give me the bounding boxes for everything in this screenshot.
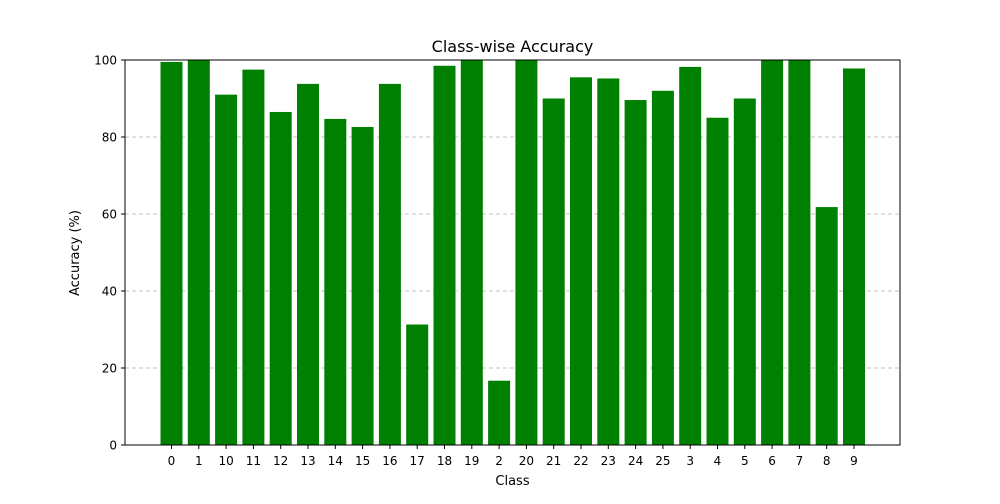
x-tick-label: 20 bbox=[519, 454, 534, 468]
x-tick-label: 7 bbox=[796, 454, 804, 468]
bar-class-22 bbox=[570, 77, 592, 445]
bar-class-12 bbox=[269, 111, 292, 445]
x-tick-label: 13 bbox=[300, 454, 315, 468]
x-tick-label: 19 bbox=[464, 454, 479, 468]
bar-class-24 bbox=[624, 100, 647, 445]
x-tick-label: 3 bbox=[686, 454, 694, 468]
x-tick-label: 4 bbox=[714, 454, 722, 468]
bar-class-15 bbox=[351, 126, 374, 446]
x-tick-label: 12 bbox=[273, 454, 288, 468]
x-tick-label: 25 bbox=[655, 454, 670, 468]
chart-title: Class-wise Accuracy bbox=[432, 37, 594, 56]
x-tick-label: 14 bbox=[328, 454, 343, 468]
x-tick-label: 5 bbox=[741, 454, 749, 468]
y-tick-label: 0 bbox=[109, 439, 117, 453]
plot-frame bbox=[124, 59, 901, 446]
y-tick-label: 40 bbox=[102, 285, 117, 299]
x-tick-label: 22 bbox=[573, 454, 588, 468]
x-tick-label: 9 bbox=[850, 454, 858, 468]
x-tick-label: 16 bbox=[382, 454, 397, 468]
bar-class-16 bbox=[378, 83, 401, 446]
bar-class-0 bbox=[160, 61, 183, 446]
x-tick-label: 0 bbox=[168, 454, 176, 468]
bar-class-21 bbox=[542, 98, 565, 445]
bar-class-8 bbox=[815, 207, 838, 445]
x-tick-label: 15 bbox=[355, 454, 370, 468]
x-tick-label: 6 bbox=[768, 454, 776, 468]
bar-class-4 bbox=[706, 117, 729, 445]
y-axis-label: Accuracy (%) bbox=[68, 210, 83, 296]
y-tick-label: 80 bbox=[102, 131, 117, 145]
bar-class-14 bbox=[324, 118, 347, 445]
x-tick-label: 8 bbox=[823, 454, 831, 468]
bar-class-5 bbox=[733, 98, 756, 445]
bars-layer bbox=[160, 60, 865, 446]
x-tick-label: 24 bbox=[628, 454, 643, 468]
bar-class-2 bbox=[488, 380, 511, 445]
bar-class-10 bbox=[215, 94, 238, 446]
x-tick-label: 17 bbox=[410, 454, 425, 468]
bar-class-1 bbox=[187, 60, 210, 445]
x-tick-label: 21 bbox=[546, 454, 561, 468]
x-axis-label: Class bbox=[495, 474, 529, 489]
bar-class-9 bbox=[843, 68, 865, 445]
bar-class-17 bbox=[406, 324, 429, 445]
bar-class-7 bbox=[788, 60, 811, 445]
ticks-layer: 0 20 40 60 80 100 0 1 10 11 12 13 14 15 16 17 18 19 2 20 21 2… bbox=[94, 54, 858, 469]
x-tick-label: 1 bbox=[195, 454, 203, 468]
x-tick-label: 18 bbox=[437, 454, 452, 468]
bar-class-6 bbox=[761, 60, 784, 445]
axes-layer bbox=[124, 59, 901, 446]
x-tick-label: 11 bbox=[246, 454, 261, 468]
bar-class-11 bbox=[242, 69, 265, 445]
x-tick-label: 23 bbox=[601, 454, 616, 468]
bar-class-19 bbox=[460, 60, 483, 445]
y-tick-label: 20 bbox=[102, 362, 117, 376]
bar-class-18 bbox=[433, 65, 456, 446]
bar-class-20 bbox=[515, 60, 538, 445]
x-tick-label: 10 bbox=[218, 454, 233, 468]
y-tick-label: 100 bbox=[94, 54, 117, 68]
y-tick-label: 60 bbox=[102, 208, 117, 222]
x-tick-label: 2 bbox=[495, 454, 503, 468]
bar-class-25 bbox=[651, 90, 674, 446]
bar-class-3 bbox=[679, 66, 702, 446]
bar-class-23 bbox=[597, 78, 620, 445]
bar-class-13 bbox=[297, 83, 319, 446]
grid-layer bbox=[125, 59, 900, 446]
